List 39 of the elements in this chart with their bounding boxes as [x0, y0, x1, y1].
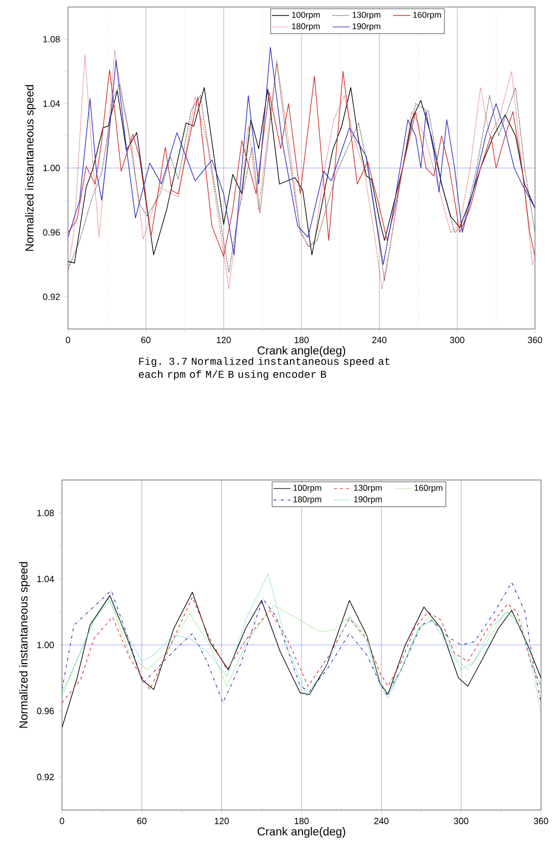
y-axis-title: Normalized instantaneous speed [19, 562, 30, 728]
legend-label: 100rpm [292, 12, 320, 20]
y-tick-label: 1.04 [43, 100, 60, 107]
x-tick-label: 0 [60, 818, 64, 824]
x-tick-label: 360 [528, 336, 542, 344]
y-axis-title: Normalized instantaneous speed [25, 85, 36, 251]
x-axis-title: Crank angle(deg) [258, 346, 346, 357]
legend-label: 160rpm [414, 484, 442, 493]
x-tick-label: 180 [294, 818, 309, 824]
y-tick-label: 1.08 [37, 510, 54, 516]
y-tick-label: 1.08 [43, 36, 60, 42]
x-tick-label: 360 [534, 818, 548, 824]
legend-label: 190rpm [354, 496, 382, 504]
legend-label: 130rpm [354, 484, 382, 493]
y-tick-label: 1.04 [37, 576, 54, 582]
y-tick-label: 0.92 [43, 294, 60, 300]
x-tick-label: 0 [66, 336, 70, 344]
x-axis-title: Crank angle(deg) [258, 827, 346, 838]
legend-label: 180rpm [294, 496, 322, 504]
y-tick-label: 0.96 [43, 229, 60, 236]
x-tick-label: 180 [294, 336, 309, 344]
legend-label: 100rpm [294, 484, 322, 493]
legend-label: 130rpm [352, 12, 380, 20]
x-tick-label: 120 [216, 336, 231, 344]
x-tick-label: 300 [450, 336, 464, 344]
y-tick-label: 0.92 [37, 774, 54, 780]
y-tick-label: 1.00 [37, 642, 54, 648]
caption: Fig. 3.7 Normalized instantaneous speed at each rpm of M/E B using encoder B [138, 357, 390, 380]
x-tick-label: 120 [214, 818, 229, 824]
x-tick-label: 240 [374, 818, 388, 824]
legend-label: 190rpm [352, 23, 380, 31]
y-tick-label: 1.00 [43, 164, 60, 172]
legend-label: 160rpm [413, 12, 441, 20]
legend-label: 180rpm [292, 23, 320, 31]
x-tick-label: 300 [454, 818, 468, 824]
x-tick-label: 60 [141, 336, 150, 344]
x-tick-label: 240 [372, 336, 386, 344]
x-tick-label: 60 [137, 818, 146, 824]
y-tick-label: 0.96 [37, 708, 54, 714]
